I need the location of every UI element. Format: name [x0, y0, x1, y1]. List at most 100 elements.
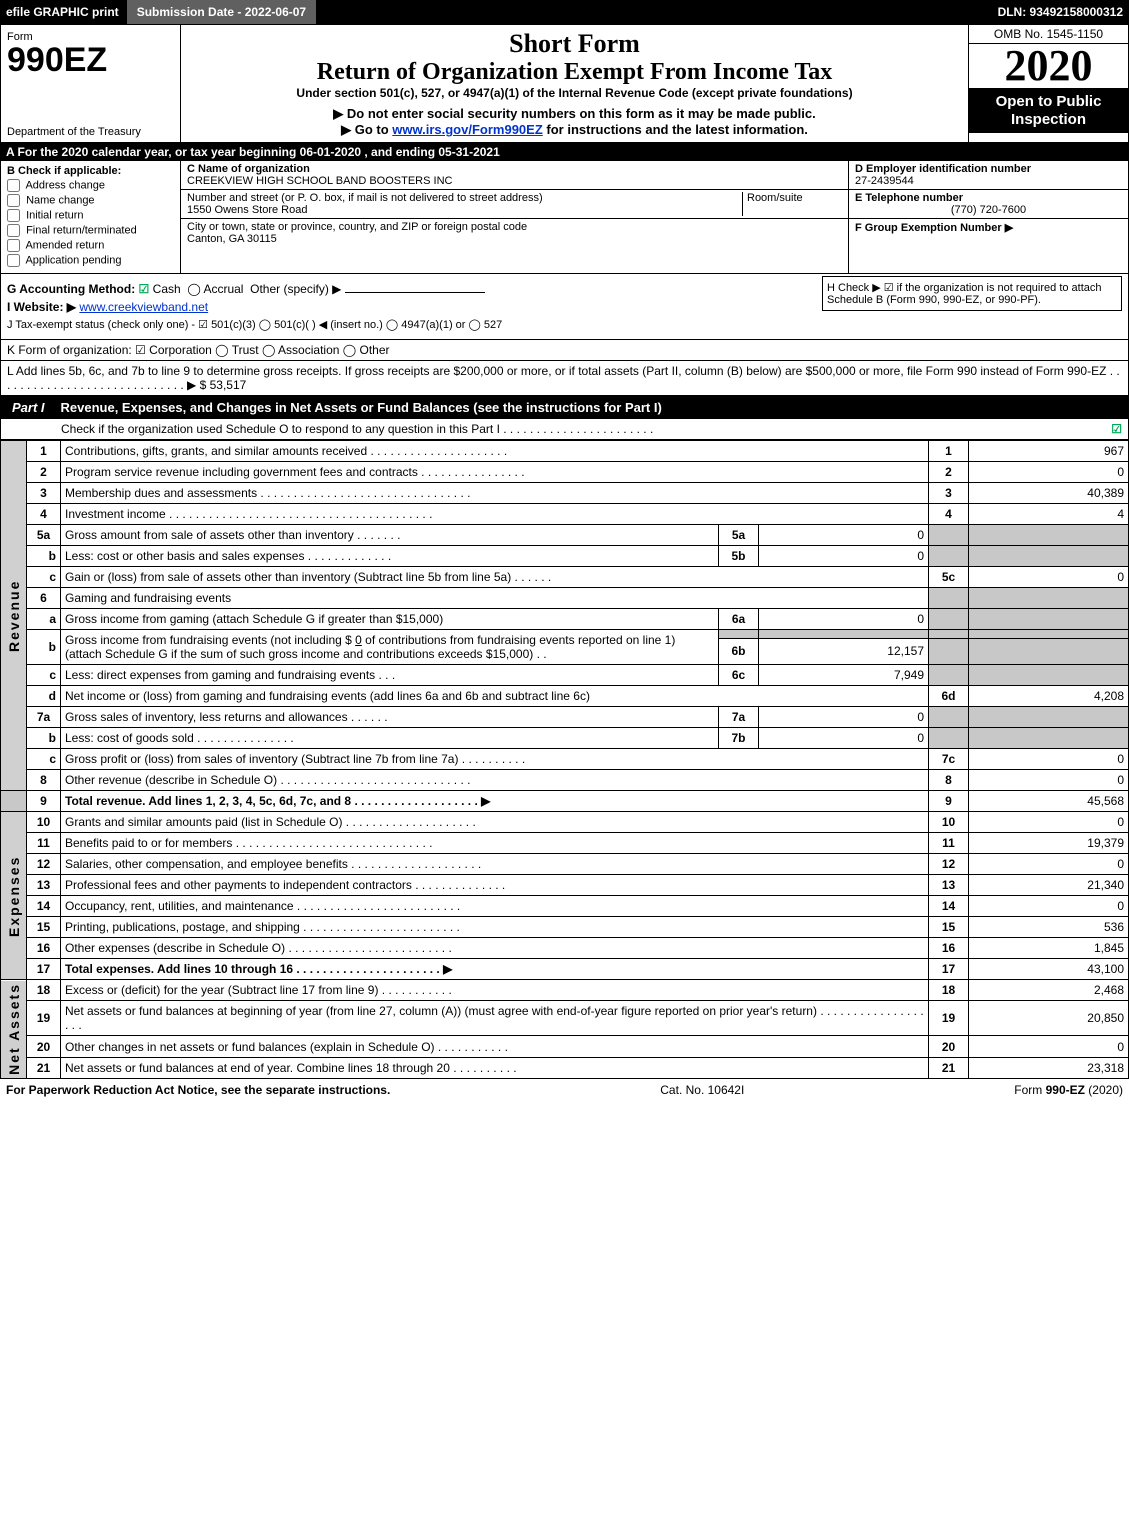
line-6-no: 6: [27, 588, 61, 609]
line-15-amt: 536: [969, 917, 1129, 938]
line-10-num: 10: [929, 812, 969, 833]
line-20-no: 20: [27, 1036, 61, 1057]
line-7c-desc: Gross profit or (loss) from sales of inv…: [61, 749, 929, 770]
line-7a-desc: Gross sales of inventory, less returns a…: [61, 707, 719, 728]
section-b: B Check if applicable: Address change Na…: [1, 161, 181, 273]
line-6c-desc: Less: direct expenses from gaming and fu…: [61, 665, 719, 686]
line-3-num: 3: [929, 483, 969, 504]
line-5a-desc: Gross amount from sale of assets other t…: [61, 525, 719, 546]
chk-amended[interactable]: Amended return: [7, 239, 174, 252]
open-public: Open to Public Inspection: [969, 89, 1128, 133]
header-left: Form 990EZ Department of the Treasury: [1, 25, 181, 142]
goto-suffix: for instructions and the latest informat…: [546, 122, 807, 137]
line-7b-sub: 7b: [719, 728, 759, 749]
line-19-no: 19: [27, 1001, 61, 1036]
section-k: K Form of organization: ☑ Corporation ◯ …: [0, 340, 1129, 361]
website-link[interactable]: www.creekviewband.net: [79, 300, 208, 314]
line-19-num: 19: [929, 1001, 969, 1036]
line-8-desc: Other revenue (describe in Schedule O) .…: [61, 770, 929, 791]
dept-treasury: Department of the Treasury: [7, 126, 141, 138]
line-7c-no: c: [27, 749, 61, 770]
line-5c-desc: Gain or (loss) from sale of assets other…: [61, 567, 929, 588]
line-7c-amt: 0: [969, 749, 1129, 770]
section-h: H Check ▶ ☑ if the organization is not r…: [822, 276, 1122, 311]
header-center: Short Form Return of Organization Exempt…: [181, 25, 968, 142]
part1-check-row: Check if the organization used Schedule …: [0, 419, 1129, 440]
line-6c-subval: 7,949: [759, 665, 929, 686]
l-amount: 53,517: [210, 378, 247, 392]
section-a: A For the 2020 calendar year, or tax yea…: [0, 143, 1129, 161]
efile-print[interactable]: efile GRAPHIC print: [0, 5, 125, 19]
line-7a-subval: 0: [759, 707, 929, 728]
street-label: Number and street (or P. O. box, if mail…: [187, 192, 543, 204]
b-heading: B Check if applicable:: [7, 165, 174, 177]
line-9-num: 9: [929, 791, 969, 812]
line-5a-grey: [929, 525, 969, 546]
goto-link[interactable]: www.irs.gov/Form990EZ: [392, 122, 543, 137]
do-not-enter: ▶ Do not enter social security numbers o…: [187, 106, 962, 122]
org-name: CREEKVIEW HIGH SCHOOL BAND BOOSTERS INC: [187, 175, 452, 187]
section-bcd: B Check if applicable: Address change Na…: [0, 161, 1129, 274]
line-14-num: 14: [929, 896, 969, 917]
form-number: 990EZ: [7, 41, 107, 79]
part1-check-text: Check if the organization used Schedule …: [61, 422, 653, 436]
street-value: 1550 Owens Store Road: [187, 204, 307, 216]
submission-date: Submission Date - 2022-06-07: [125, 0, 318, 24]
chk-final-return[interactable]: Final return/terminated: [7, 224, 174, 237]
line-5c-num: 5c: [929, 567, 969, 588]
line-4-amt: 4: [969, 504, 1129, 525]
line-20-num: 20: [929, 1036, 969, 1057]
line-2-desc: Program service revenue including govern…: [61, 462, 929, 483]
line-5a-subval: 0: [759, 525, 929, 546]
line-21-desc: Net assets or fund balances at end of ye…: [61, 1057, 929, 1078]
line-4-num: 4: [929, 504, 969, 525]
line-10-amt: 0: [969, 812, 1129, 833]
line-15-no: 15: [27, 917, 61, 938]
line-12-amt: 0: [969, 854, 1129, 875]
group-label: F Group Exemption Number ▶: [855, 222, 1013, 234]
line-6b-no: b: [27, 630, 61, 665]
netassets-side-label: Net Assets: [1, 980, 27, 1079]
chk-initial-return[interactable]: Initial return: [7, 209, 174, 222]
line-6a-desc: Gross income from gaming (attach Schedul…: [61, 609, 719, 630]
line-7c-num: 7c: [929, 749, 969, 770]
c-name-label: C Name of organization: [187, 163, 310, 175]
line-14-desc: Occupancy, rent, utilities, and maintena…: [61, 896, 929, 917]
line-1-no: 1: [27, 441, 61, 462]
chk-name-change[interactable]: Name change: [7, 194, 174, 207]
line-6d-num: 6d: [929, 686, 969, 707]
under-section: Under section 501(c), 527, or 4947(a)(1)…: [187, 86, 962, 100]
line-21-no: 21: [27, 1057, 61, 1078]
i-label: I Website: ▶: [7, 300, 76, 314]
line-14-no: 14: [27, 896, 61, 917]
line-17-num: 17: [929, 959, 969, 980]
line-7a-no: 7a: [27, 707, 61, 728]
return-title: Return of Organization Exempt From Incom…: [187, 59, 962, 86]
tax-year: 2020: [969, 44, 1128, 89]
line-10-no: 10: [27, 812, 61, 833]
city-value: Canton, GA 30115: [187, 233, 277, 245]
line-6b-sub: 6b: [719, 638, 759, 664]
line-17-no: 17: [27, 959, 61, 980]
page-footer: For Paperwork Reduction Act Notice, see …: [0, 1079, 1129, 1101]
footer-center: Cat. No. 10642I: [660, 1083, 744, 1097]
line-6d-no: d: [27, 686, 61, 707]
line-11-amt: 19,379: [969, 833, 1129, 854]
line-7a-sub: 7a: [719, 707, 759, 728]
line-7b-desc: Less: cost of goods sold . . . . . . . .…: [61, 728, 719, 749]
chk-pending[interactable]: Application pending: [7, 254, 174, 267]
line-6b-desc: Gross income from fundraising events (no…: [61, 630, 719, 665]
check-icon: ☑: [139, 282, 150, 296]
line-20-amt: 0: [969, 1036, 1129, 1057]
line-16-num: 16: [929, 938, 969, 959]
line-21-amt: 23,318: [969, 1057, 1129, 1078]
g-prefix: G Accounting Method:: [7, 282, 135, 296]
section-l: L Add lines 5b, 6c, and 7b to line 9 to …: [0, 361, 1129, 396]
line-5a-no: 5a: [27, 525, 61, 546]
chk-address-change[interactable]: Address change: [7, 179, 174, 192]
line-18-desc: Excess or (deficit) for the year (Subtra…: [61, 980, 929, 1001]
line-1-num: 1: [929, 441, 969, 462]
dln-number: DLN: 93492158000312: [998, 5, 1129, 19]
line-5b-no: b: [27, 546, 61, 567]
line-5c-amt: 0: [969, 567, 1129, 588]
